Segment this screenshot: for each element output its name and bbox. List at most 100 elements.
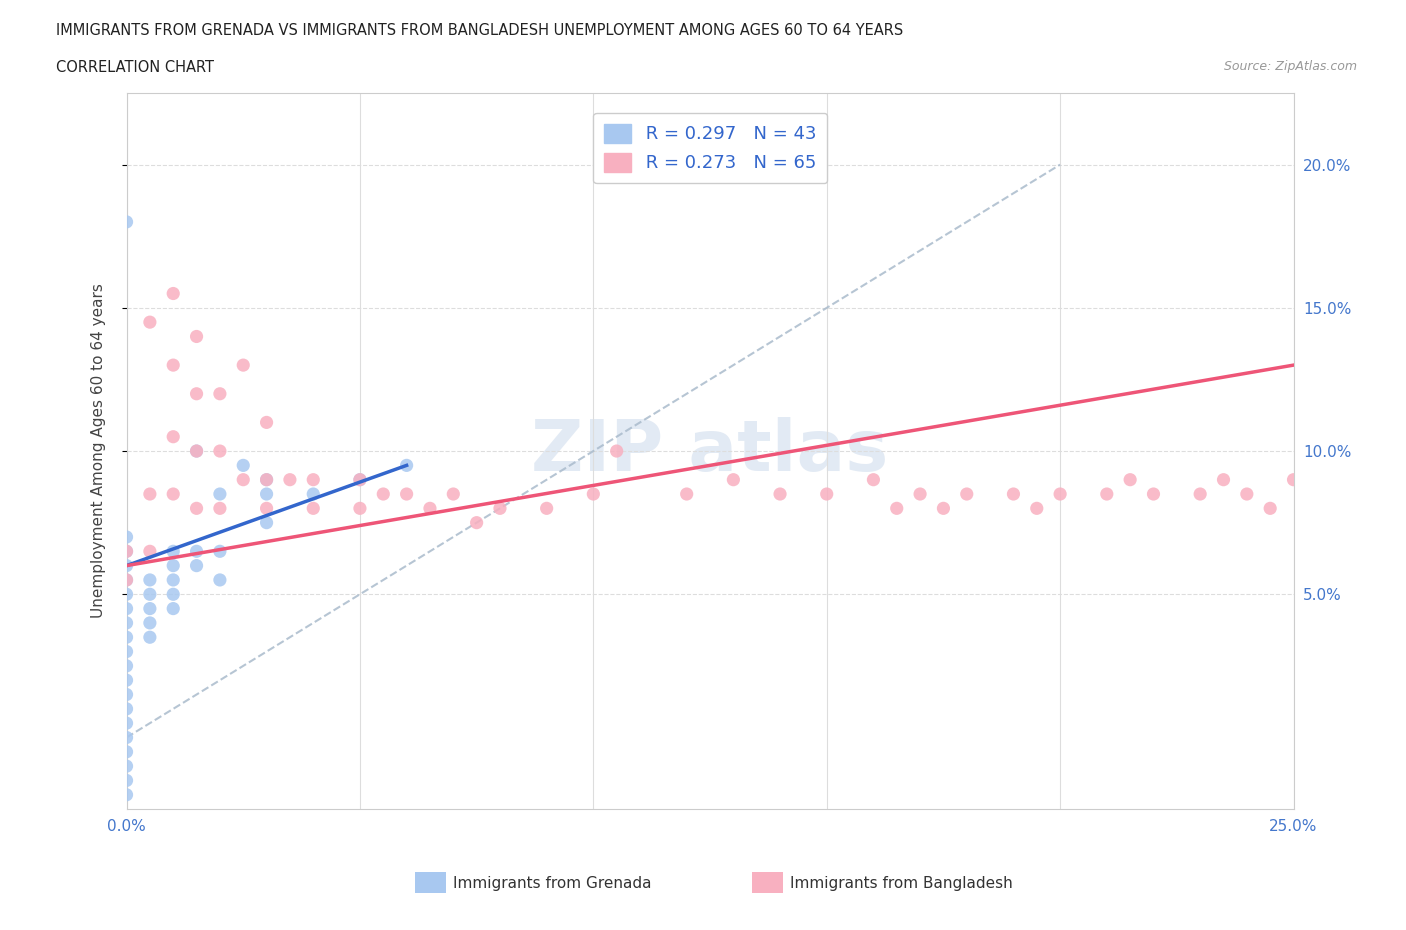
Point	[139, 601, 162, 616]
Point	[162, 544, 184, 559]
Point	[115, 616, 138, 631]
Text: ZIP atlas: ZIP atlas	[531, 417, 889, 485]
Point	[1212, 472, 1234, 487]
Point	[256, 515, 278, 530]
Point	[1119, 472, 1142, 487]
Point	[115, 773, 138, 788]
Point	[536, 501, 558, 516]
Y-axis label: Unemployment Among Ages 60 to 64 years: Unemployment Among Ages 60 to 64 years	[91, 284, 105, 618]
Point	[302, 486, 325, 501]
Point	[115, 744, 138, 759]
Point	[186, 558, 208, 573]
Point	[395, 486, 418, 501]
Point	[139, 544, 162, 559]
Point	[1142, 486, 1164, 501]
Point	[139, 616, 162, 631]
Point	[115, 701, 138, 716]
Point	[582, 486, 605, 501]
Point	[278, 472, 301, 487]
Point	[1399, 501, 1406, 516]
Point	[115, 601, 138, 616]
Point	[208, 444, 231, 458]
Point	[115, 730, 138, 745]
Point	[115, 630, 138, 644]
Text: Immigrants from Bangladesh: Immigrants from Bangladesh	[790, 876, 1012, 891]
Point	[373, 486, 395, 501]
Point	[1258, 501, 1281, 516]
Point	[162, 286, 184, 301]
Point	[349, 501, 371, 516]
Point	[186, 386, 208, 401]
Point	[349, 472, 371, 487]
Point	[115, 788, 138, 803]
Point	[115, 573, 138, 588]
Point	[256, 501, 278, 516]
Point	[1375, 486, 1398, 501]
Point	[162, 558, 184, 573]
Point	[232, 458, 254, 472]
Point	[256, 486, 278, 501]
Text: IMMIGRANTS FROM GRENADA VS IMMIGRANTS FROM BANGLADESH UNEMPLOYMENT AMONG AGES 60: IMMIGRANTS FROM GRENADA VS IMMIGRANTS FR…	[56, 23, 904, 38]
Point	[256, 472, 278, 487]
Point	[115, 644, 138, 659]
Point	[932, 501, 955, 516]
Point	[162, 486, 184, 501]
Point	[208, 386, 231, 401]
Text: Immigrants from Grenada: Immigrants from Grenada	[453, 876, 651, 891]
Point	[1282, 472, 1305, 487]
Point	[162, 358, 184, 373]
Point	[465, 515, 488, 530]
Point	[815, 486, 838, 501]
Point	[186, 444, 208, 458]
Point	[139, 587, 162, 602]
Point	[1025, 501, 1047, 516]
Point	[1306, 486, 1329, 501]
Point	[186, 544, 208, 559]
Point	[186, 501, 208, 516]
Point	[115, 558, 138, 573]
Point	[115, 687, 138, 702]
Point	[606, 444, 628, 458]
Point	[115, 215, 138, 230]
Point	[208, 573, 231, 588]
Point	[769, 486, 792, 501]
Point	[115, 672, 138, 687]
Point	[139, 630, 162, 644]
Point	[419, 501, 441, 516]
Point	[232, 358, 254, 373]
Point	[115, 759, 138, 774]
Point	[302, 472, 325, 487]
Point	[162, 430, 184, 445]
Point	[723, 472, 745, 487]
Point	[208, 501, 231, 516]
Point	[186, 444, 208, 458]
Point	[115, 544, 138, 559]
Point	[139, 573, 162, 588]
Point	[862, 472, 884, 487]
Point	[232, 472, 254, 487]
Point	[162, 601, 184, 616]
Point	[115, 573, 138, 588]
Point	[162, 573, 184, 588]
Point	[395, 458, 418, 472]
Point	[1236, 486, 1258, 501]
Point	[1095, 486, 1118, 501]
Text: Source: ZipAtlas.com: Source: ZipAtlas.com	[1223, 60, 1357, 73]
Point	[1049, 486, 1071, 501]
Point	[186, 329, 208, 344]
Point	[489, 501, 512, 516]
Point	[441, 486, 464, 501]
Point	[256, 415, 278, 430]
Point	[115, 529, 138, 544]
Point	[115, 658, 138, 673]
Point	[886, 501, 908, 516]
Point	[162, 587, 184, 602]
Point	[675, 486, 697, 501]
Point	[115, 544, 138, 559]
Point	[208, 544, 231, 559]
Point	[1002, 486, 1025, 501]
Point	[115, 716, 138, 731]
Point	[302, 501, 325, 516]
Point	[139, 314, 162, 329]
Legend:  R = 0.297   N = 43,  R = 0.273   N = 65: R = 0.297 N = 43, R = 0.273 N = 65	[593, 113, 827, 183]
